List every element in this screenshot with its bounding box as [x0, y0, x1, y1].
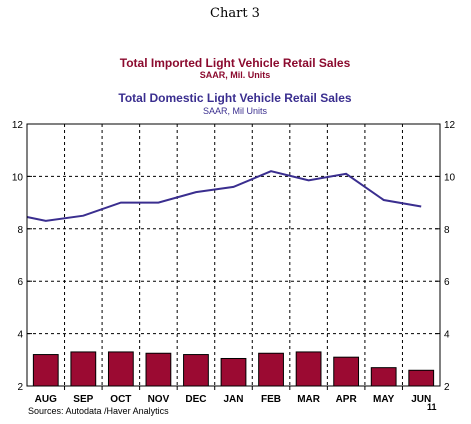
imported-bar — [220, 357, 247, 387]
chart-caption: Chart 3 — [210, 6, 260, 21]
imported-bar — [370, 367, 397, 387]
x-tick-label: NOV — [148, 394, 170, 405]
x-tick-label: APR — [336, 394, 358, 405]
y-tick-label-left: 2 — [17, 382, 23, 393]
x-tick-label: JAN — [223, 394, 243, 405]
domestic-series-units: SAAR, Mil Units — [203, 106, 268, 116]
x-tick-label: OCT — [110, 394, 131, 405]
y-tick-label-left: 10 — [12, 172, 24, 183]
domestic-series-title: Total Domestic Light Vehicle Retail Sale… — [118, 91, 352, 105]
x-tick-label: DEC — [185, 394, 206, 405]
imported-bar — [258, 352, 284, 387]
axis-labels: 2 2 4 4 6 6 8 8 10 10 12 12 AUG SEP OCT NOV DEC JAN FEB MAR… — [12, 120, 456, 405]
imported-bar — [295, 351, 322, 387]
y-tick-label-right: 8 — [444, 225, 450, 236]
plot-frame — [26, 123, 441, 387]
imported-bar — [145, 352, 172, 387]
y-tick-label-left: 4 — [17, 330, 23, 341]
y-tick-label-left: 6 — [17, 277, 23, 288]
y-tick-label-left: 12 — [12, 120, 24, 131]
x-tick-label: MAR — [297, 394, 321, 405]
x-tick-label: MAY — [373, 394, 395, 405]
imported-bar — [183, 354, 209, 387]
y-tick-label-right: 12 — [444, 120, 456, 131]
imported-bars — [32, 351, 435, 387]
y-tick-label-right: 10 — [444, 172, 456, 183]
x-tick-label: JUN — [411, 394, 431, 405]
imported-series-units: SAAR, Mil. Units — [200, 70, 271, 80]
y-tick-label-right: 6 — [444, 277, 450, 288]
imported-bar — [70, 351, 97, 387]
y-tick-label-right: 2 — [444, 382, 450, 393]
x-tick-label: AUG — [35, 394, 57, 405]
x-tick-label: SEP — [73, 394, 93, 405]
grid-lines — [27, 124, 440, 386]
domestic-series-line — [26, 170, 422, 222]
imported-series-title: Total Imported Light Vehicle Retail Sale… — [120, 56, 351, 70]
source-note: Sources: Autodata /Haver Analytics — [28, 406, 169, 416]
imported-bar — [408, 369, 435, 387]
imported-bar — [333, 356, 360, 387]
domestic-line-layer — [26, 170, 422, 222]
y-tick-label-right: 4 — [444, 330, 450, 341]
y-tick-label-left: 8 — [17, 225, 23, 236]
year-note: 11 — [427, 402, 437, 412]
imported-bar — [32, 354, 59, 387]
imported-bar — [107, 351, 134, 387]
x-tick-label: FEB — [261, 394, 281, 405]
